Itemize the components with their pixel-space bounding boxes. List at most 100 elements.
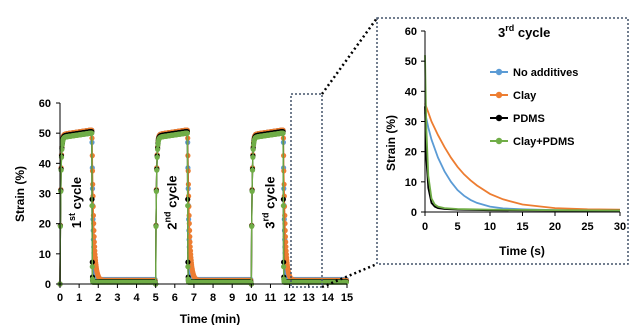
main-point-clay_pdms xyxy=(185,264,191,270)
main-y-tick-label: 60 xyxy=(39,98,51,110)
main-x-tick-label: 4 xyxy=(133,292,140,304)
main-point-clay_pdms xyxy=(154,167,160,173)
main-point-clay_pdms xyxy=(185,203,191,209)
inset-y-tick-label: 60 xyxy=(405,26,417,38)
main-point-clay xyxy=(281,181,287,187)
main-point-clay_pdms xyxy=(154,154,160,160)
main-x-tick-label: 9 xyxy=(229,292,235,304)
legend-label: Clay+PDMS xyxy=(513,136,574,148)
main-y-tick-label: 20 xyxy=(39,219,51,231)
main-point-clay_pdms xyxy=(89,264,95,270)
main-point-clay_pdms xyxy=(281,264,287,270)
main-series-pdms xyxy=(57,129,349,287)
main-y-tick-label: 10 xyxy=(39,249,51,261)
main-series-clay_pdms xyxy=(57,130,349,287)
inset-y-tick-label: 40 xyxy=(405,86,417,98)
main-x-tick-label: 7 xyxy=(191,292,197,304)
main-point-clay_pdms xyxy=(155,146,161,152)
main-point-clay_pdms xyxy=(249,188,255,194)
main-point-clay_pdms xyxy=(250,146,256,152)
zoom-connector-top xyxy=(320,17,379,95)
cycle-annotations: 1st cycle 2nd cycle 3rd cycle xyxy=(67,175,277,229)
main-line-clay_pdms xyxy=(59,132,347,285)
inset-y-tick-label: 20 xyxy=(405,147,417,159)
main-x-tick-label: 10 xyxy=(245,292,257,304)
inset-y-tick-label: 10 xyxy=(405,177,417,189)
main-y-tick-label: 30 xyxy=(39,189,51,201)
main-point-clay_pdms xyxy=(249,223,255,229)
main-x-tick-label: 5 xyxy=(153,292,159,304)
main-point-clay_pdms xyxy=(249,167,256,173)
main-point-clay_pdms xyxy=(280,130,286,136)
main-point-clay xyxy=(187,239,193,245)
main-point-clay_pdms xyxy=(59,146,65,152)
main-chart-marks xyxy=(57,127,349,287)
main-series-clay xyxy=(57,127,349,287)
inset-x-axis-label: Time (s) xyxy=(499,244,545,258)
inset-chart-marks xyxy=(424,55,621,212)
inset-x-tick-label: 20 xyxy=(549,221,561,233)
cycle-label: 1st cycle xyxy=(67,177,84,228)
main-x-tick-label: 8 xyxy=(210,292,216,304)
main-y-tick-label: 0 xyxy=(45,279,51,291)
inset-chart: 0 5 10 15 20 25 30 0 10 20 30 40 50 60 Time (s) Strai… xyxy=(384,23,626,258)
inset-tick-labels: 0 5 10 15 20 25 30 0 10 20 30 40 50 60 xyxy=(405,26,626,233)
inset-x-tick-label: 0 xyxy=(422,221,428,233)
main-point-clay xyxy=(92,244,98,250)
main-point-clay_pdms xyxy=(153,188,159,194)
inset-x-tick-label: 15 xyxy=(516,221,528,233)
legend-marker xyxy=(495,137,503,145)
main-series-no_additives xyxy=(57,127,349,287)
inset-legend: No additives Clay PDMS Clay+PDMS xyxy=(490,67,578,148)
inset-y-axis-label: Strain (%) xyxy=(384,115,398,171)
cycle-label: 3rd cycle xyxy=(260,176,277,228)
legend-label: PDMS xyxy=(513,113,545,125)
legend-marker xyxy=(495,91,503,99)
legend-label: Clay xyxy=(513,90,537,102)
main-x-axis-label: Time (min) xyxy=(180,312,240,325)
main-point-clay_pdms xyxy=(89,203,95,209)
main-x-tick-label: 12 xyxy=(283,292,295,304)
main-x-tick-label: 1 xyxy=(76,292,82,304)
main-line-clay xyxy=(59,129,347,285)
main-point-clay_pdms xyxy=(89,130,95,136)
main-point-clay_pdms xyxy=(58,167,64,173)
inset-x-tick-label: 10 xyxy=(484,221,496,233)
inset-title: 3rd cycle xyxy=(498,23,550,40)
inset-line-clay xyxy=(424,103,621,211)
inset-y-tick-label: 0 xyxy=(411,207,417,219)
main-x-tick-label: 2 xyxy=(95,292,101,304)
main-point-clay_pdms xyxy=(280,203,286,209)
legend-label: No additives xyxy=(513,67,578,79)
legend-marker xyxy=(495,68,503,76)
main-point-clay xyxy=(187,244,193,250)
inset-x-tick-label: 30 xyxy=(614,221,626,233)
main-point-clay xyxy=(90,181,96,187)
main-point-clay xyxy=(91,239,97,245)
main-line-no_additives xyxy=(59,129,347,285)
main-point-clay xyxy=(283,239,289,245)
main-point-clay xyxy=(185,181,191,187)
inset-y-tick-label: 50 xyxy=(405,56,417,68)
main-x-tick-label: 11 xyxy=(265,292,277,304)
inset-x-tick-label: 5 xyxy=(454,221,460,233)
inset-y-tick-label: 30 xyxy=(405,117,417,129)
main-x-tick-label: 3 xyxy=(114,292,120,304)
main-point-clay_pdms xyxy=(184,130,190,136)
main-x-tick-label: 0 xyxy=(57,292,63,304)
main-x-tick-label: 13 xyxy=(303,292,315,304)
main-y-tick-label: 50 xyxy=(39,128,51,140)
inset-line-clay_pdms xyxy=(424,55,621,212)
main-point-clay_pdms xyxy=(250,154,256,160)
inset-x-tick-label: 25 xyxy=(581,221,593,233)
main-x-tick-label: 14 xyxy=(322,292,335,304)
main-y-axis-label: Strain (%) xyxy=(13,166,27,222)
cycle-label: 2nd cycle xyxy=(163,175,180,229)
legend-marker xyxy=(495,114,503,122)
main-line-pdms xyxy=(59,131,347,285)
main-point-clay xyxy=(283,244,289,250)
main-x-tick-label: 6 xyxy=(172,292,178,304)
